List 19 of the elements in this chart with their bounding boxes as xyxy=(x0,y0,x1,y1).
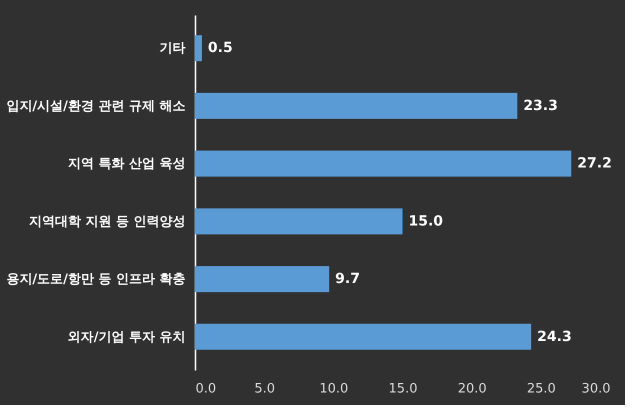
y-tick-label: 지역 특화 산업 육성 xyxy=(68,156,186,172)
x-tick-label: 20.0 xyxy=(458,382,487,396)
x-tick-label: 5.0 xyxy=(254,382,276,396)
x-tick-label: 30.0 xyxy=(582,382,610,396)
data-label: 15.0 xyxy=(408,213,444,230)
data-label: 9.7 xyxy=(335,271,360,288)
x-tick-label: 10.0 xyxy=(319,382,348,396)
data-label: 0.5 xyxy=(208,40,233,56)
data-label: 23.3 xyxy=(523,98,558,114)
y-tick-label: 입지/시설/환경 관련 규제 해소 xyxy=(6,98,186,114)
x-tick-label: 0.0 xyxy=(196,382,216,396)
y-tick-label: 지역대학 지원 등 인력양성 xyxy=(28,214,186,230)
x-tick-label: 15.0 xyxy=(388,382,418,396)
y-tick-label: 기타 xyxy=(160,41,186,56)
data-label: 27.2 xyxy=(577,156,612,172)
y-tick-label: 외자/기업 투자 유치 xyxy=(68,330,186,345)
y-tick-label: 용지/도로/항만 등 인프라 확충 xyxy=(6,272,186,288)
x-tick-label: 25.0 xyxy=(526,382,556,396)
data-label: 24.3 xyxy=(537,328,572,345)
